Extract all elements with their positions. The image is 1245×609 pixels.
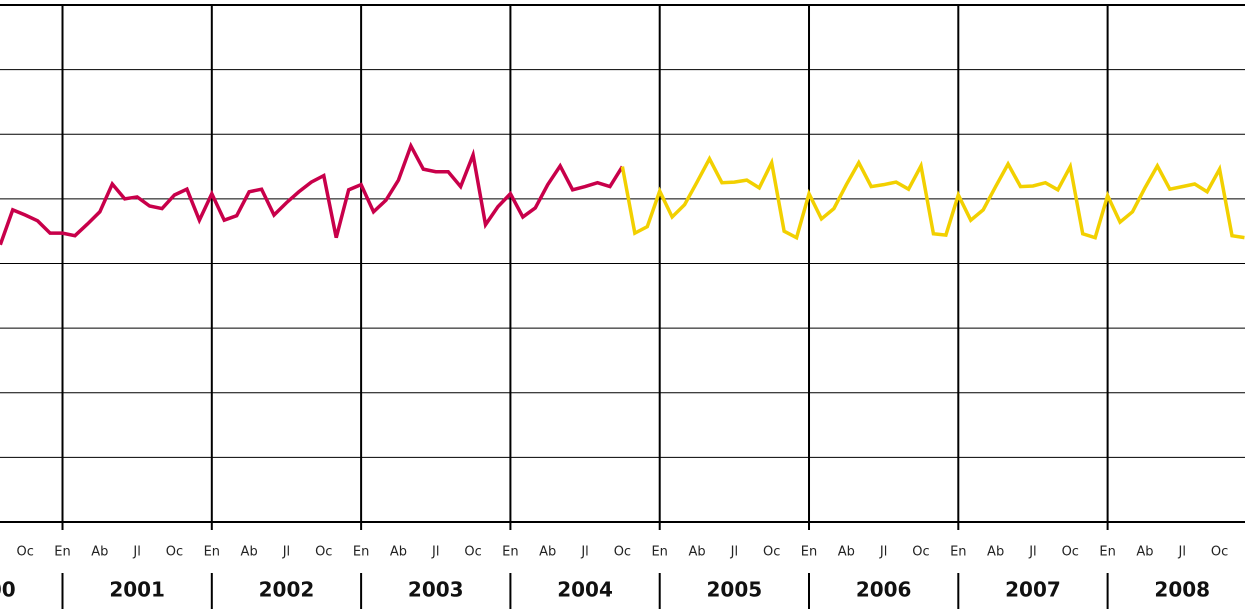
x-tick-label: En [1099,545,1115,560]
year-label: 2008 [1154,578,1210,602]
year-label: 2001 [109,578,165,602]
series-line [620,155,1245,241]
series-line [0,141,624,246]
x-tick-label: Oc [464,545,481,560]
x-tick-label: Ab [91,545,108,560]
x-tick-label: Jl [132,545,140,560]
x-tick-label: Ab [987,545,1004,560]
x-tick-label: Oc [1062,545,1079,560]
x-tick-label: En [950,545,966,560]
x-tick-label: Oc [16,545,33,560]
x-tick-label: Oc [763,545,780,560]
x-tick-label: Ab [688,545,705,560]
x-tick-label: Ab [390,545,407,560]
year-label: 2003 [408,578,464,602]
x-tick-label: Jl [730,545,738,560]
x-tick-label: Ab [241,545,258,560]
year-label: 2000 [0,578,16,602]
x-tick-label: En [502,545,518,560]
year-label: 2004 [557,578,613,602]
x-tick-label: Oc [166,545,183,560]
x-tick-label: En [353,545,369,560]
year-label: 2006 [856,578,912,602]
x-tick-label: Oc [912,545,929,560]
year-label: 2002 [259,578,315,602]
x-tick-label: Oc [1211,545,1228,560]
year-label: 2005 [707,578,763,602]
x-tick-label: En [204,545,220,560]
x-tick-label: En [54,545,70,560]
x-tick-label: Oc [614,545,631,560]
x-tick-label: Jl [1028,545,1036,560]
x-tick-label: En [801,545,817,560]
x-tick-label: Jl [431,545,439,560]
x-tick-label: Ab [539,545,556,560]
x-tick-label: Jl [580,545,588,560]
x-tick-label: En [651,545,667,560]
x-tick-label: Ab [838,545,855,560]
x-tick-label: Jl [1178,545,1186,560]
year-label: 2007 [1005,578,1061,602]
x-tick-label: Jl [282,545,290,560]
x-tick-label: Oc [315,545,332,560]
x-tick-label: Jl [879,545,887,560]
x-tick-label: Ab [1136,545,1153,560]
